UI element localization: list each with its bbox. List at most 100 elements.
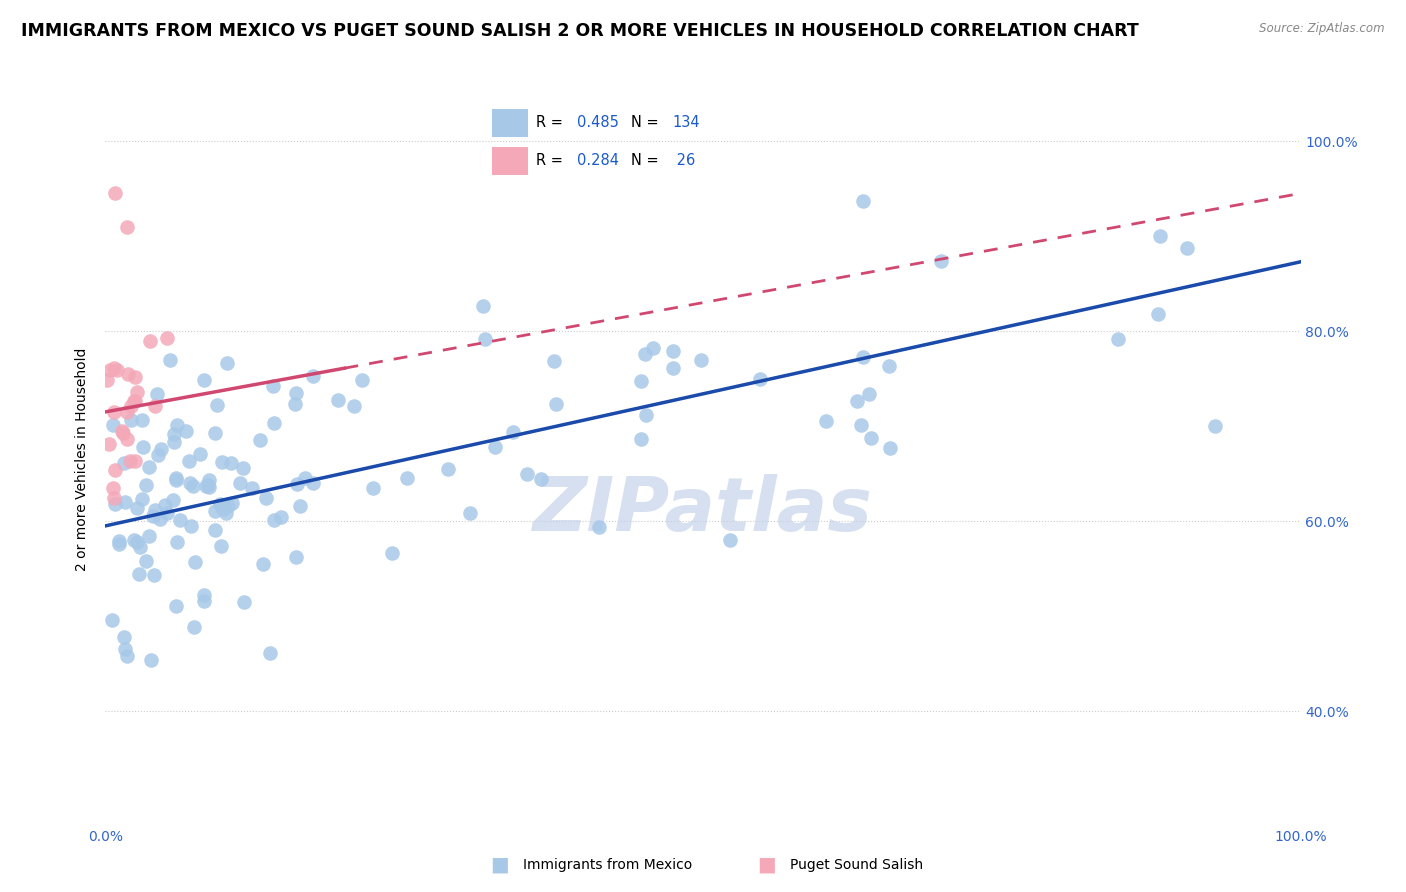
Point xyxy=(270,509,292,524)
Point xyxy=(301,476,323,491)
Point xyxy=(285,477,308,491)
Point xyxy=(852,194,875,208)
Point xyxy=(127,500,149,515)
Point xyxy=(156,506,179,520)
Point xyxy=(103,491,125,505)
Point xyxy=(132,440,155,454)
Text: ZIPatlas: ZIPatlas xyxy=(533,474,873,547)
Point xyxy=(363,481,385,495)
Point xyxy=(636,408,658,422)
Point xyxy=(931,254,953,268)
Point xyxy=(197,474,219,488)
Point xyxy=(120,412,142,426)
Text: IMMIGRANTS FROM MEXICO VS PUGET SOUND SALISH 2 OR MORE VEHICLES IN HOUSEHOLD COR: IMMIGRANTS FROM MEXICO VS PUGET SOUND SA… xyxy=(21,22,1139,40)
Text: Source: ZipAtlas.com: Source: ZipAtlas.com xyxy=(1260,22,1385,36)
Point xyxy=(115,432,138,446)
Point xyxy=(215,506,238,520)
Point xyxy=(114,495,136,509)
Point xyxy=(1204,419,1226,434)
Point xyxy=(484,440,506,454)
Point xyxy=(748,371,770,385)
Point xyxy=(103,405,125,419)
Point xyxy=(502,425,524,439)
Point xyxy=(326,392,349,407)
Point xyxy=(662,343,685,358)
Point xyxy=(108,533,131,548)
Point xyxy=(204,504,226,518)
Point xyxy=(859,431,882,445)
Point xyxy=(263,416,285,430)
Point xyxy=(104,497,127,511)
Point xyxy=(634,347,657,361)
Point xyxy=(1107,332,1129,346)
Point xyxy=(146,386,169,401)
Point xyxy=(858,387,880,401)
Point xyxy=(103,361,125,376)
Point xyxy=(396,471,419,485)
Text: ▪: ▪ xyxy=(489,851,509,880)
Point xyxy=(284,397,307,411)
Point xyxy=(143,503,166,517)
Point xyxy=(153,498,176,512)
Point xyxy=(135,478,157,492)
Point xyxy=(1146,307,1168,321)
Point xyxy=(163,426,186,441)
Point xyxy=(437,462,460,476)
Point xyxy=(690,353,713,368)
Point xyxy=(217,499,239,513)
Point xyxy=(112,630,135,644)
Point xyxy=(232,594,254,608)
Point xyxy=(252,557,274,571)
Point xyxy=(219,456,242,470)
Point xyxy=(156,331,179,345)
Point xyxy=(630,374,652,388)
Point xyxy=(208,497,231,511)
Point xyxy=(122,533,145,547)
Point xyxy=(117,368,139,382)
Point xyxy=(97,436,120,450)
Point xyxy=(381,545,404,559)
Text: ▪: ▪ xyxy=(756,851,776,880)
Point xyxy=(852,350,875,364)
Point xyxy=(851,417,873,432)
Point xyxy=(193,373,215,387)
Point xyxy=(846,394,869,409)
Point xyxy=(105,362,128,376)
Point xyxy=(209,539,232,553)
Point xyxy=(111,424,134,438)
Point xyxy=(131,492,153,507)
Point xyxy=(546,397,568,411)
Point xyxy=(122,394,145,409)
Point xyxy=(108,537,131,551)
Point xyxy=(343,400,366,414)
Point xyxy=(1175,242,1198,256)
Point xyxy=(240,481,263,495)
Point xyxy=(115,219,138,234)
Point xyxy=(174,425,197,439)
Point xyxy=(472,299,495,313)
Point xyxy=(294,471,316,485)
Point xyxy=(228,475,250,490)
Point xyxy=(149,442,172,456)
Point xyxy=(662,361,685,376)
Point xyxy=(543,354,565,368)
Point xyxy=(163,435,186,450)
Point xyxy=(131,412,153,426)
Point xyxy=(879,441,901,455)
Point xyxy=(115,405,138,419)
Point xyxy=(221,496,243,510)
Point xyxy=(104,463,127,477)
Point xyxy=(641,342,664,356)
Point xyxy=(204,426,226,441)
Point xyxy=(165,599,187,614)
Point xyxy=(530,472,553,486)
Point xyxy=(1149,229,1171,244)
Point xyxy=(165,470,187,484)
Point xyxy=(262,378,284,392)
Point xyxy=(718,533,741,547)
Point xyxy=(142,508,165,523)
Point xyxy=(124,370,146,384)
Point xyxy=(101,613,124,627)
Point xyxy=(100,363,122,377)
Point xyxy=(198,480,221,494)
